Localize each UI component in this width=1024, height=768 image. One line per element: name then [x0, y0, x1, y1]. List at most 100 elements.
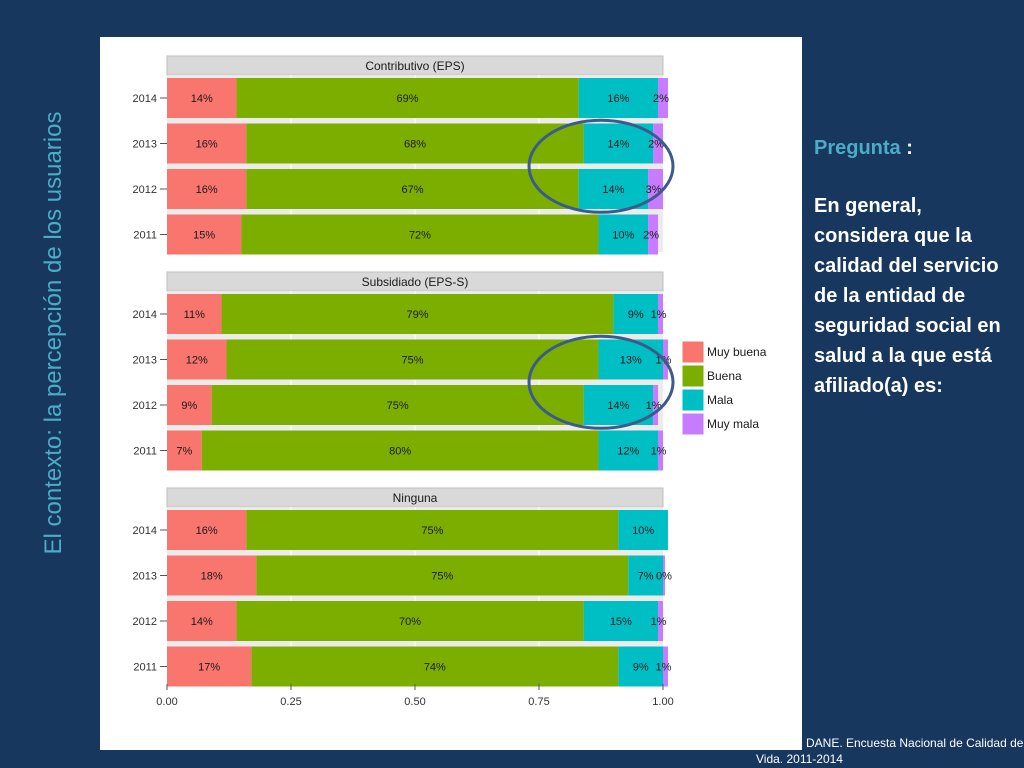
- data-label: 10%: [632, 525, 654, 537]
- data-label: 14%: [191, 616, 213, 628]
- bar-segment: [658, 78, 668, 118]
- bar-segment: [618, 646, 663, 687]
- bar-segment: [246, 510, 619, 550]
- data-label: 17%: [198, 662, 220, 674]
- year-label: 2011: [133, 662, 157, 674]
- bar-segment: [221, 294, 614, 334]
- data-label: 9%: [633, 662, 649, 674]
- data-label: 9%: [181, 400, 197, 412]
- data-label: 9%: [628, 309, 644, 321]
- legend-swatch: [681, 340, 705, 364]
- bar-segment: [583, 601, 659, 641]
- bar-segment: [167, 123, 247, 164]
- data-label: 2%: [643, 230, 659, 242]
- data-label: 80%: [389, 446, 411, 458]
- bar-segment: [167, 339, 227, 380]
- data-label: 75%: [421, 525, 443, 537]
- data-label: 67%: [402, 184, 424, 196]
- data-label: 16%: [196, 525, 218, 537]
- year-label: 2013: [133, 355, 157, 367]
- source-note: DANE. Encuesta Nacional de Calidad de Vi…: [756, 735, 1024, 767]
- data-label: 2%: [653, 93, 669, 105]
- bar-segment: [663, 646, 668, 687]
- data-label: 1%: [651, 446, 667, 458]
- question-label: Pregunta: [814, 137, 901, 159]
- data-label: 1%: [651, 616, 667, 628]
- data-label: 13%: [620, 355, 642, 367]
- bar-segment: [663, 555, 665, 596]
- legend-label: Buena: [707, 369, 742, 383]
- bar-segment: [613, 294, 659, 334]
- bar-segment: [653, 123, 663, 164]
- data-label: 79%: [406, 309, 428, 321]
- question-heading: Pregunta :: [814, 133, 1014, 163]
- question-colon: :: [900, 137, 913, 159]
- bar-segment: [167, 169, 247, 209]
- chart-panel: Contributivo (EPS) 2014 14% 69% 16% 2% 2013 16%…: [100, 37, 802, 750]
- x-tick-label: 0.00: [156, 696, 177, 708]
- question-text: En general, considera que la calidad del…: [814, 195, 1001, 397]
- legend-swatch: [681, 364, 705, 388]
- bar-segment: [598, 430, 659, 471]
- bar-segment: [201, 430, 599, 471]
- data-label: 15%: [193, 230, 215, 242]
- data-label: 15%: [610, 616, 632, 628]
- data-label: 72%: [409, 230, 431, 242]
- bar-segment: [211, 385, 584, 425]
- bar-segment: [167, 555, 257, 596]
- bar-segment: [658, 601, 663, 641]
- bar-segment: [236, 601, 584, 641]
- x-tick-label: 0.25: [280, 696, 301, 708]
- bar-segment: [167, 294, 222, 334]
- panel-title: Contributivo (EPS): [365, 59, 464, 73]
- bar-segment: [578, 169, 649, 209]
- panel-title: Ninguna: [393, 491, 438, 505]
- source-text: DANE. Encuesta Nacional de Calidad de Vi…: [756, 736, 1024, 766]
- legend-swatch: [681, 412, 705, 436]
- bar-segment: [658, 294, 663, 334]
- bar-segment: [236, 78, 579, 118]
- panel-title: Subsidiado (EPS-S): [362, 275, 469, 289]
- bar-segment: [648, 214, 659, 255]
- legend-label: Mala: [707, 393, 733, 407]
- question-block: Pregunta : En general, considera que la …: [814, 133, 1014, 401]
- bar-segment: [653, 385, 659, 425]
- data-label: 74%: [424, 662, 446, 674]
- year-label: 2014: [133, 525, 157, 537]
- data-label: 1%: [651, 309, 667, 321]
- bar-segment: [167, 430, 202, 471]
- data-label: 10%: [612, 230, 634, 242]
- year-label: 2014: [133, 93, 157, 105]
- data-label: 75%: [387, 400, 409, 412]
- bar-segment: [583, 385, 654, 425]
- year-label: 2014: [133, 309, 157, 321]
- data-label: 16%: [196, 139, 218, 151]
- highlight-ellipse: [527, 334, 675, 430]
- data-label: 14%: [191, 93, 213, 105]
- data-label: 12%: [617, 446, 639, 458]
- side-title: El contexto: la percepción de los usuari…: [40, 111, 67, 555]
- data-label: 16%: [196, 184, 218, 196]
- year-label: 2011: [133, 230, 157, 242]
- bar-segment: [598, 339, 663, 380]
- data-label: 14%: [607, 139, 629, 151]
- data-label: 69%: [397, 93, 419, 105]
- data-label: 14%: [607, 400, 629, 412]
- bar-segment: [251, 646, 619, 687]
- year-label: 2013: [133, 139, 157, 151]
- bar-segment: [618, 510, 668, 550]
- bar-segment: [578, 78, 659, 118]
- x-tick-label: 1.00: [652, 696, 673, 708]
- legend-swatch: [681, 388, 705, 412]
- data-label: 11%: [184, 309, 205, 321]
- data-label: 12%: [186, 355, 208, 367]
- year-label: 2013: [133, 571, 157, 583]
- bar-segment: [167, 78, 237, 118]
- data-label: 0%: [656, 571, 672, 583]
- data-label: 18%: [201, 571, 223, 583]
- stacked-bar-chart: Contributivo (EPS) 2014 14% 69% 16% 2% 2013 16%…: [133, 55, 767, 708]
- bar-segment: [598, 214, 649, 255]
- year-label: 2012: [133, 400, 157, 412]
- year-label: 2011: [133, 446, 157, 458]
- legend-label: Muy mala: [707, 417, 759, 431]
